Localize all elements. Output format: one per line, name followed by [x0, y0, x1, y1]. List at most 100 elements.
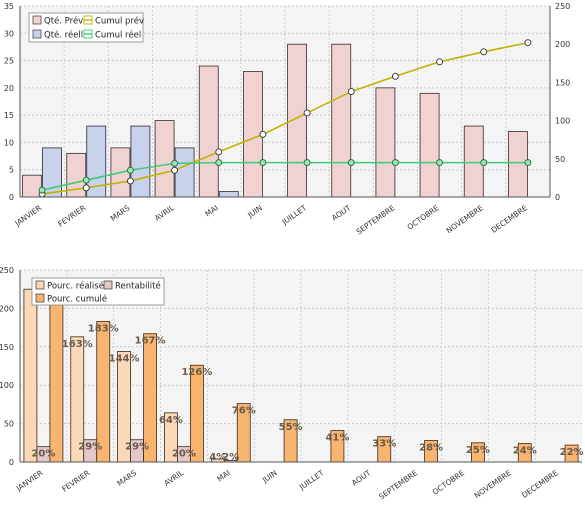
point-cumul-prev — [391, 72, 399, 80]
x-tick-label: FEVRIER — [56, 203, 87, 228]
data-label: 22% — [560, 447, 584, 458]
point-cumul-reel — [524, 159, 532, 167]
x-tick-label: AOUT — [350, 468, 373, 488]
point-cumul-prev — [171, 166, 179, 174]
x-tick-label: NOVEMBRE — [445, 203, 485, 235]
data-label: 33% — [372, 439, 396, 450]
bar-prev — [154, 120, 175, 198]
x-tick-label: SEPTEMBRE — [377, 468, 419, 501]
legend-label: Qté. Prév — [44, 16, 83, 27]
bar-prev — [508, 131, 528, 198]
legend: Pourc. réalisé Rentabilité Pourc. cumulé — [31, 277, 165, 306]
point-cumul-prev — [303, 109, 311, 117]
data-label: 183% — [88, 323, 119, 334]
legend-label: Pourc. cumulé — [47, 294, 107, 305]
legend-swatch — [32, 15, 42, 25]
data-label: 41% — [325, 433, 349, 444]
line-cumul-prev — [41, 41, 529, 195]
x-tick-label: OCTOBRE — [405, 203, 440, 232]
y2-tick-label: 200 — [555, 40, 570, 49]
chart-2: 0 50 100 150 200 250 20% JANVIER 163% 29% 183% FEVR… — [0, 266, 584, 501]
x-tick-label: SEPTEMBRE — [355, 203, 397, 236]
data-label: 2% — [222, 452, 239, 463]
data-label: 4% — [209, 452, 226, 463]
data-label: 144% — [109, 353, 140, 364]
data-label: 167% — [135, 336, 166, 347]
legend: Qté. Prév Cumul prév Qté. réelle Cumul réel — [28, 12, 144, 43]
point-cumul-prev — [524, 39, 532, 47]
data-label: 55% — [279, 422, 303, 433]
legend-swatch — [35, 280, 45, 290]
x-tick-label: JUIN — [260, 468, 279, 485]
point-cumul-prev — [347, 88, 355, 96]
legend-box — [31, 277, 165, 306]
point-cumul-reel — [171, 159, 179, 167]
x-tick-label: MAI — [203, 203, 219, 218]
y-tick-label: 150 — [0, 343, 14, 352]
point-cumul-prev — [436, 58, 444, 66]
point-cumul-prev — [82, 184, 90, 192]
legend-label: Rentabilité — [115, 281, 161, 292]
bar-prev — [375, 87, 396, 198]
point-cumul-prev — [215, 148, 223, 156]
y-tick-label: 100 — [0, 381, 14, 390]
bar-pourc-cumule — [49, 288, 64, 463]
legend-swatch — [32, 29, 42, 39]
x-tick-label: MARS — [109, 203, 132, 223]
legend-label: Cumul prév — [95, 16, 144, 27]
y2-tick-label: 50 — [555, 155, 565, 164]
x-tick-label: DECEMBRE — [520, 468, 560, 500]
x-tick-label: MARS — [115, 468, 138, 488]
point-cumul-reel — [38, 186, 46, 194]
y-tick-label: 35 — [4, 2, 14, 11]
bar-reel — [130, 125, 151, 198]
point-cumul-prev — [259, 130, 267, 138]
y-tick-label: 5 — [9, 166, 14, 175]
y-tick-label: 50 — [4, 420, 14, 429]
bar-pourc-realise — [23, 288, 38, 463]
x-tick-label: JUIN — [245, 203, 264, 220]
bar-reel — [174, 147, 195, 198]
legend-label: Qté. réelle — [44, 30, 88, 41]
y-tick-label: 10 — [4, 138, 14, 147]
data-label: 20% — [172, 449, 196, 460]
bar-prev — [463, 125, 484, 198]
y2-tick-label: 0 — [555, 193, 560, 202]
point-cumul-reel — [391, 159, 399, 167]
x-tick-label: MAI — [215, 468, 231, 483]
bar-reel — [218, 191, 239, 198]
y-tick-label: 200 — [0, 304, 14, 313]
legend-label: Pourc. réalisé — [47, 281, 104, 292]
legend-swatch — [103, 280, 113, 290]
data-label: 24% — [513, 446, 537, 457]
x-tick-label: FEVRIER — [60, 468, 91, 493]
y-tick-label: 25 — [4, 57, 14, 66]
data-label: 25% — [466, 445, 490, 456]
point-cumul-reel — [303, 159, 311, 167]
x-tick-label: NOVEMBRE — [473, 468, 513, 500]
data-label: 20% — [31, 449, 55, 460]
point-cumul-prev — [126, 177, 134, 185]
point-cumul-reel — [436, 159, 444, 167]
y-tick-label: 20 — [4, 84, 14, 93]
bar-prev — [419, 92, 440, 198]
y-tick-label: 15 — [4, 111, 14, 120]
x-tick-label: JUILLET — [297, 468, 326, 492]
y2-tick-label: 250 — [555, 2, 570, 11]
bar-pourc-cumule — [190, 364, 204, 463]
chart-1: 0 5 10 15 20 25 30 35 0 50 100 150 200 250 JANVIER FEVR… — [4, 2, 570, 236]
data-label: 29% — [78, 442, 102, 453]
y-tick-label: 30 — [4, 29, 14, 38]
x-tick-label: JANVIER — [13, 203, 44, 228]
point-cumul-reel — [126, 166, 134, 174]
y-tick-label: 0 — [9, 458, 14, 467]
x-tick-label: AOUT — [330, 203, 353, 223]
x-tick-label: JUILLET — [280, 203, 309, 227]
point-cumul-reel — [215, 159, 223, 167]
x-tick-label: OCTOBRE — [431, 468, 466, 497]
y2-tick-label: 100 — [555, 117, 570, 126]
data-label: 126% — [181, 367, 212, 378]
y-tick-label: 0 — [9, 193, 14, 202]
